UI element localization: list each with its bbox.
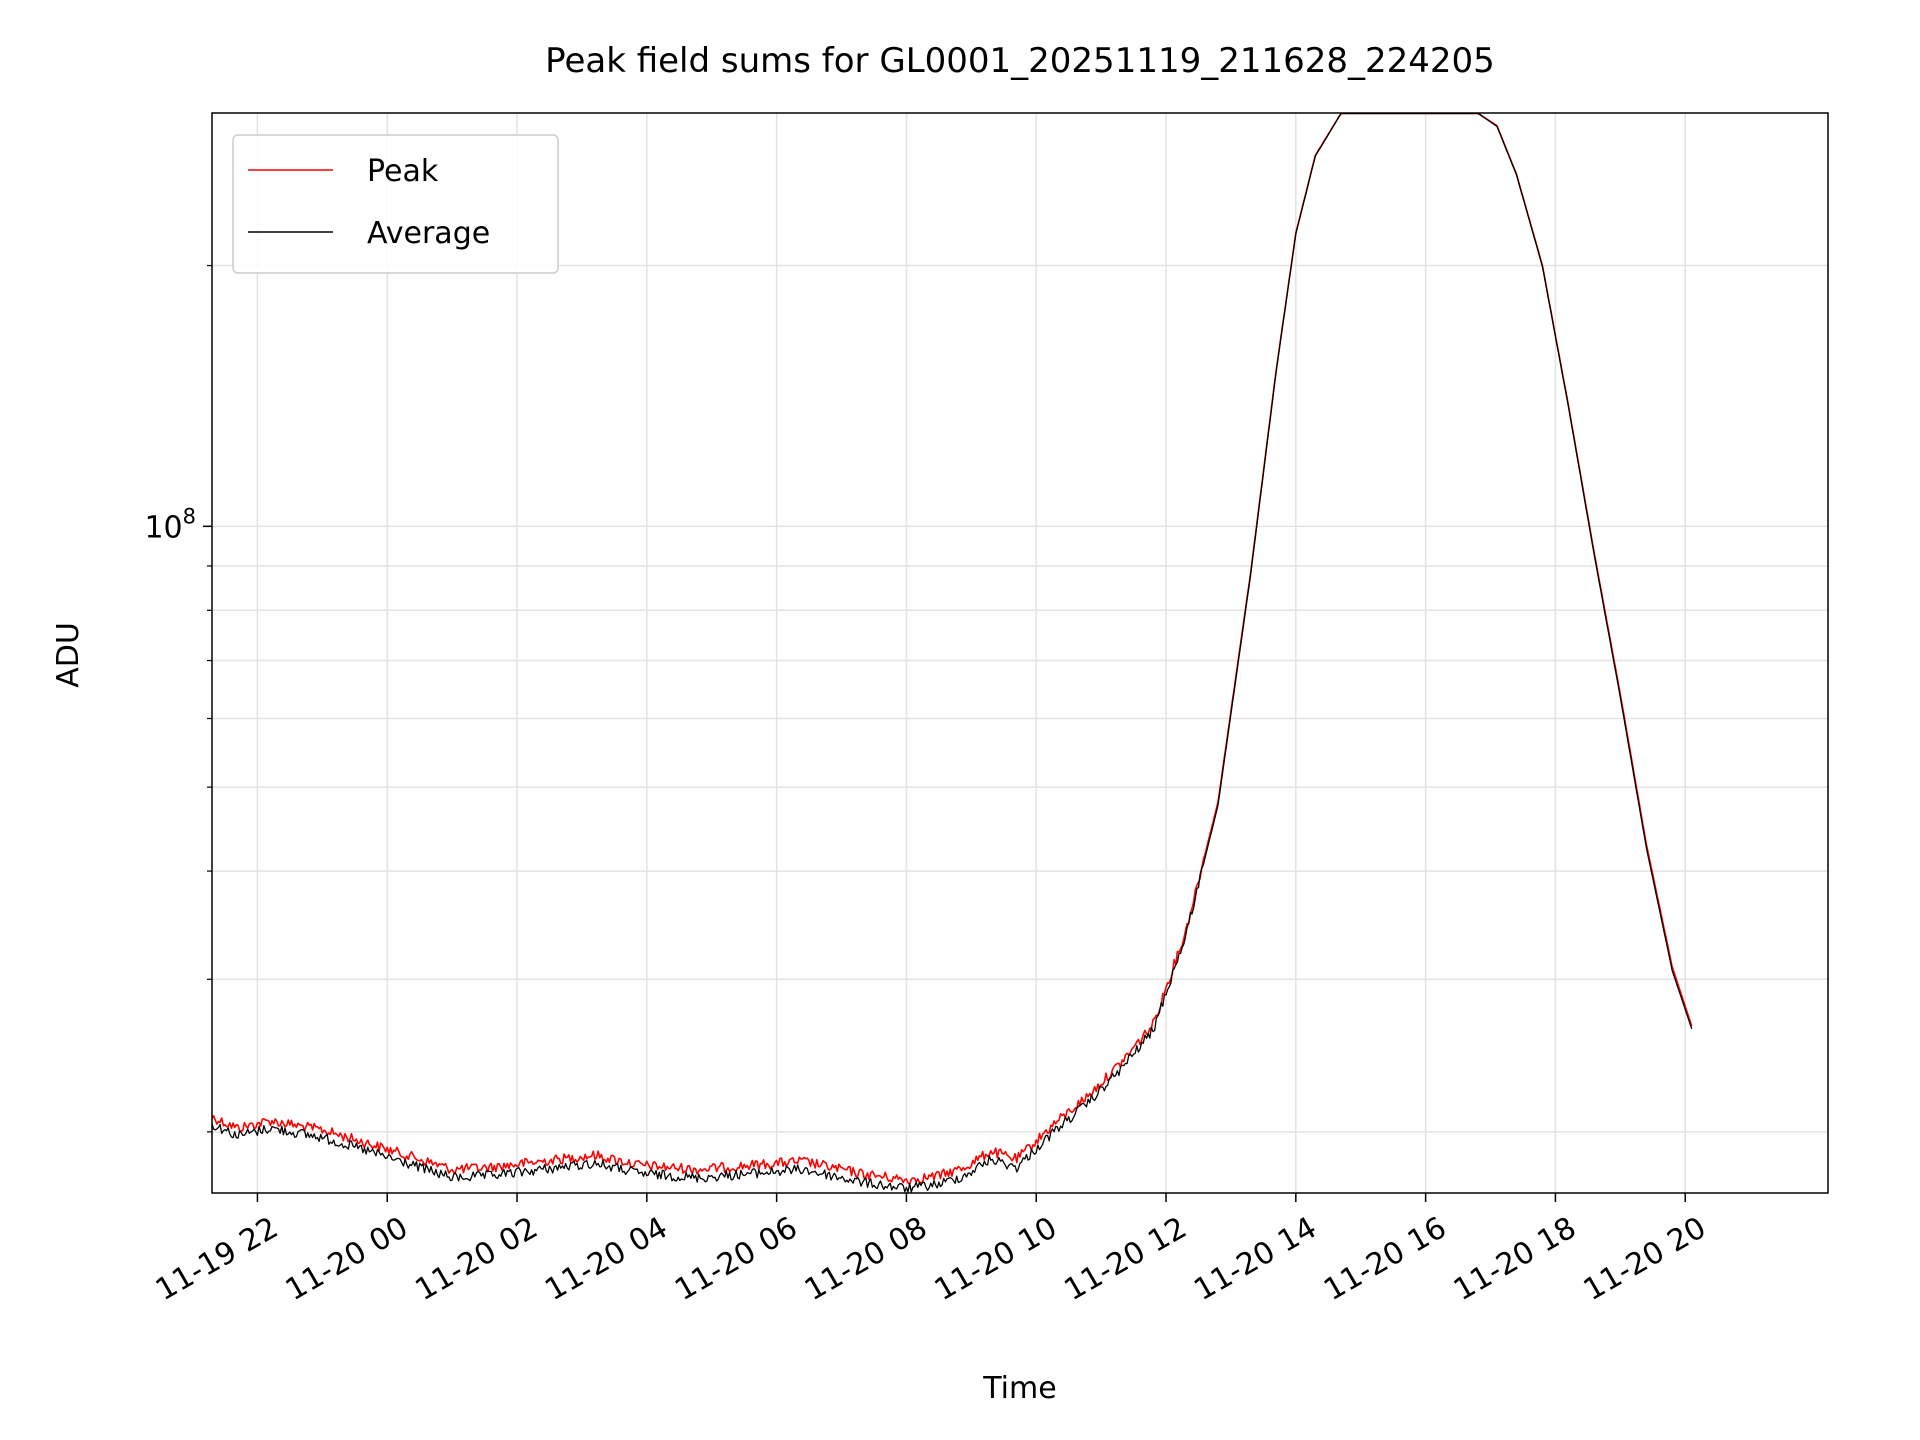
x-tick-label: 11-20 16 bbox=[1318, 1210, 1452, 1308]
x-tick-label: 11-19 22 bbox=[150, 1210, 284, 1308]
y-axis-label: ADU bbox=[51, 622, 86, 688]
x-tick-label: 11-20 10 bbox=[929, 1210, 1063, 1308]
x-tick-label: 11-20 00 bbox=[280, 1210, 414, 1308]
x-axis-label: Time bbox=[982, 1371, 1056, 1406]
legend-label-average: Average bbox=[367, 216, 490, 251]
legend-label-peak: Peak bbox=[367, 154, 439, 189]
grid-lines bbox=[212, 113, 1828, 1193]
x-tick-label: 11-20 12 bbox=[1059, 1210, 1193, 1308]
x-tick-label: 11-20 06 bbox=[669, 1210, 803, 1308]
x-tick-label: 11-20 20 bbox=[1578, 1210, 1712, 1308]
x-tick-label: 11-20 14 bbox=[1188, 1210, 1322, 1308]
y-tick-label: 108 bbox=[144, 504, 196, 545]
plot-frame bbox=[211, 112, 1829, 1194]
series-lines bbox=[211, 112, 1693, 1193]
x-tick-label: 11-20 04 bbox=[539, 1210, 673, 1308]
chart-title: Peak field sums for GL0001_20251119_2116… bbox=[545, 41, 1495, 81]
series-line-average bbox=[211, 112, 1693, 1193]
y-axis-ticks: 108 bbox=[144, 264, 212, 1133]
series-line-peak bbox=[211, 112, 1693, 1185]
x-tick-label: 11-20 18 bbox=[1448, 1210, 1582, 1308]
x-tick-label: 11-20 08 bbox=[799, 1210, 933, 1308]
x-tick-label: 11-20 02 bbox=[410, 1210, 544, 1308]
legend: Peak Average bbox=[232, 134, 559, 274]
